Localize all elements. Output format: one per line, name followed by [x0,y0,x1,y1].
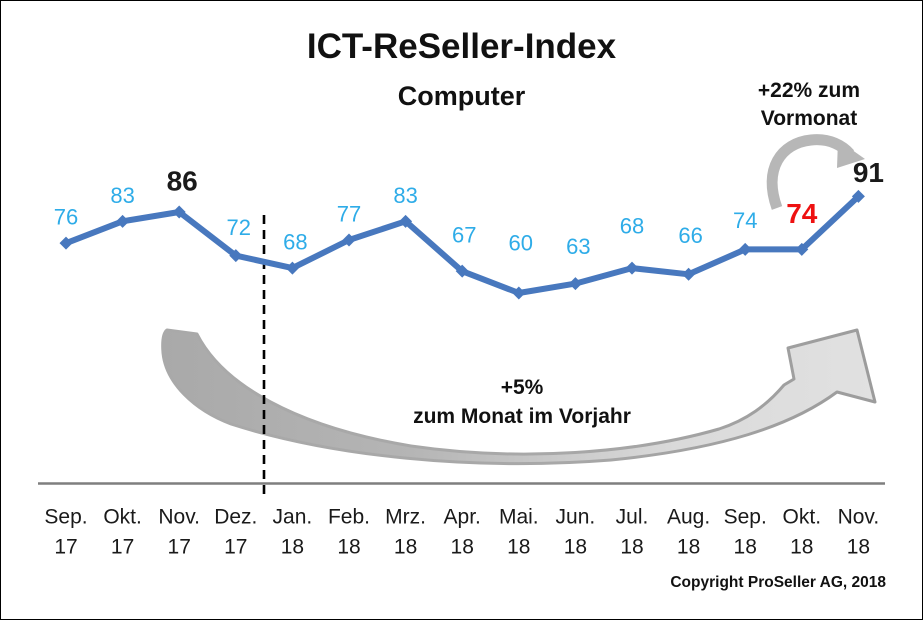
chart-title: ICT-ReSeller-Index [306,27,617,66]
x-axis-label-month: Dez. [214,506,257,529]
x-axis-label-month: Sep. [724,506,767,529]
x-axis-label-year: 18 [564,536,587,559]
x-axis-label-month: Sep. [44,506,87,529]
vormonat-annotation-line2: Vormonat [760,107,858,130]
data-point-marker [285,261,299,275]
data-point-marker [851,189,865,203]
x-axis-label-month: Okt. [103,506,142,529]
x-axis-label-month: Jun. [556,506,596,529]
data-point-marker [512,286,526,300]
vormonat-annotation-line1: +22% zum [757,79,861,102]
value-label: 76 [54,205,78,230]
chart-subtitle: Computer [397,81,526,111]
value-label: 83 [393,183,417,208]
value-label: 67 [452,223,476,248]
data-point-marker [399,214,413,228]
x-axis-label-year: 18 [734,536,757,559]
x-axis-label-year: 17 [54,536,77,559]
value-label: 74 [733,208,757,233]
x-axis-label-month: Mrz. [385,506,426,529]
x-axis-label-year: 17 [111,536,134,559]
data-point-marker [682,267,696,281]
x-axis-label-year: 18 [451,536,474,559]
value-label: 86 [167,166,198,197]
vormonat-curve-arrow-icon [766,134,865,210]
value-label: 60 [509,231,533,256]
x-axis-label-year: 18 [337,536,360,559]
vorjahr-swoosh-arrow-icon [161,328,877,466]
data-point-marker [455,264,469,278]
x-axis-label-year: 17 [224,536,247,559]
x-axis-label-year: 18 [847,536,870,559]
x-axis-label-month: Mai. [499,506,539,529]
x-axis-label-year: 17 [168,536,191,559]
data-point-marker [625,261,639,275]
value-label: 83 [110,183,134,208]
x-axis-label-year: 18 [394,536,417,559]
copyright-text: Copyright ProSeller AG, 2018 [670,574,886,591]
x-axis-label-month: Nov. [158,506,200,529]
vorjahr-annotation: +5% zum Monat im Vorjahr [372,373,672,431]
vorjahr-annotation-line2: zum Monat im Vorjahr [413,405,631,428]
data-point-marker [795,242,809,256]
x-axis-label-month: Okt. [783,506,822,529]
x-axis-label-month: Jul. [616,506,649,529]
data-point-marker [229,249,243,263]
x-axis-label-month: Feb. [328,506,370,529]
x-axis-label-month: Nov. [838,506,880,529]
vorjahr-annotation-line1: +5% [500,376,544,399]
x-axis-label-year: 18 [620,536,643,559]
x-axis-label-month: Aug. [667,506,710,529]
value-label: 91 [853,157,884,188]
value-label: 74 [786,198,818,229]
data-point-marker [342,233,356,247]
data-point-marker [59,236,73,250]
value-label: 66 [678,223,702,248]
x-axis-label-year: 18 [507,536,530,559]
data-point-marker [738,242,752,256]
value-label: 63 [566,234,590,259]
x-axis-label-month: Apr. [444,506,481,529]
x-axis-label-year: 18 [790,536,813,559]
x-axis-label-year: 18 [677,536,700,559]
value-label: 72 [227,215,251,240]
x-axis-label-year: 18 [281,536,304,559]
value-label: 68 [283,230,307,255]
vormonat-annotation: +22% zum Vormonat [709,77,909,133]
data-point-marker [116,214,130,228]
value-label: 77 [337,202,361,227]
x-axis-label-month: Jan. [273,506,313,529]
data-point-marker [172,205,186,219]
value-label: 68 [620,214,644,239]
data-point-marker [568,277,582,291]
